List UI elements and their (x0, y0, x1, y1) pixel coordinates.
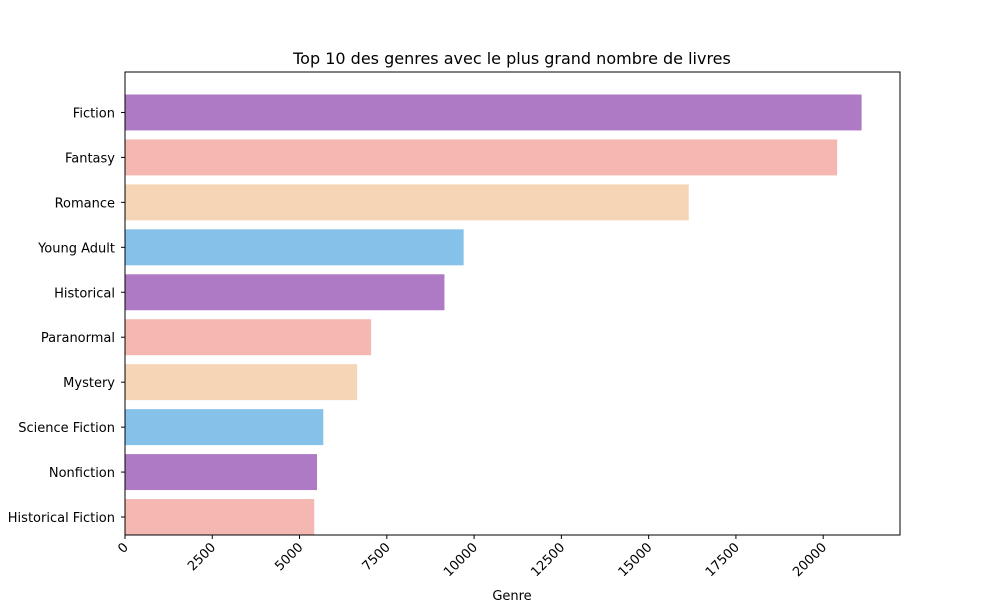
y-axis-ticks: Fiction Fantasy Romance Young Adult Historic… (8, 106, 125, 526)
bar-romance (125, 184, 689, 221)
x-tick-label: 7500 (360, 540, 394, 574)
plot-frame (124, 71, 901, 536)
bar-historical (125, 274, 445, 311)
x-tick-label: 12500 (528, 540, 568, 580)
x-tick-label: 15000 (616, 540, 656, 580)
bar-fiction (125, 94, 862, 131)
y-tick-label: Young Adult (37, 241, 115, 256)
y-tick-label: Paranormal (41, 331, 115, 346)
y-tick-label: Fantasy (65, 151, 115, 166)
bar-paranormal (125, 319, 372, 356)
bar-fantasy (125, 139, 838, 176)
y-tick-label: Nonfiction (49, 466, 115, 481)
bar-young-adult (125, 229, 464, 266)
x-tick-label: 0 (115, 540, 131, 556)
x-tick-label: 10000 (441, 540, 481, 580)
bar-mystery (125, 364, 358, 401)
y-tick-label: Mystery (63, 376, 115, 391)
x-tick-label: 20000 (790, 540, 830, 580)
x-axis-label: Genre (492, 589, 531, 600)
y-tick-label: Romance (55, 196, 115, 211)
bars-layer (125, 94, 862, 535)
x-tick-label: 17500 (703, 540, 743, 580)
y-tick-label: Science Fiction (18, 421, 115, 436)
bar-science-fiction (125, 409, 324, 446)
x-tick-label: 5000 (272, 540, 306, 574)
chart-title: Top 10 des genres avec le plus grand nom… (292, 49, 731, 68)
x-tick-label: 2500 (185, 540, 219, 574)
bar-nonfiction (125, 454, 318, 491)
bar-historical-fiction (125, 499, 315, 535)
y-tick-label: Fiction (73, 106, 115, 121)
y-tick-label: Historical Fiction (8, 511, 115, 526)
x-axis-ticks: 0 2500 5000 7500 10000 12500 15000 17500 20000 (115, 535, 830, 580)
y-tick-label: Historical (54, 286, 115, 301)
